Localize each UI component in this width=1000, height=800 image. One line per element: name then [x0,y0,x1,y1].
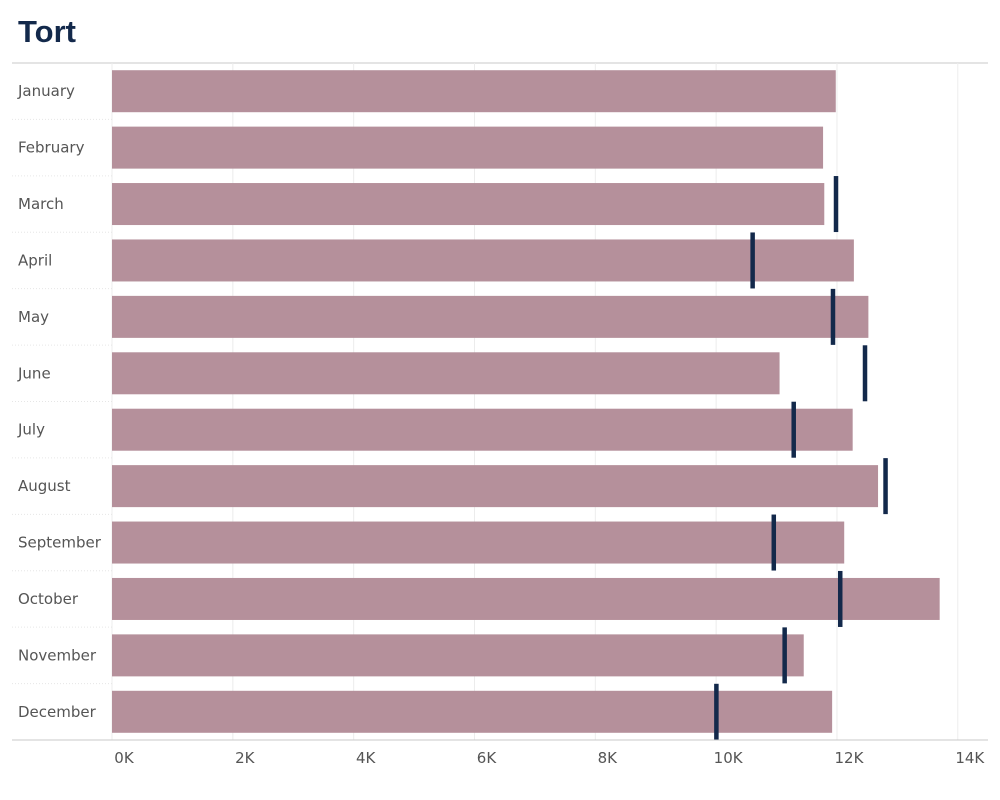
reference-marker-august[interactable] [883,458,888,515]
bar-march[interactable] [112,183,825,226]
category-label-december: December [18,703,97,721]
category-label-february: February [18,139,85,157]
reference-marker-march[interactable] [833,176,839,233]
category-label-june: June [17,364,51,382]
x-tick-label: 0K [114,749,135,767]
chart-title: Tort [18,14,76,49]
bar-may[interactable] [112,295,869,338]
x-tick-label: 6K [477,749,498,767]
reference-marker-may[interactable] [830,288,836,345]
bar-january[interactable] [112,70,836,113]
bar-june[interactable] [112,352,780,395]
reference-marker-april[interactable] [750,232,755,289]
category-label-september: September [18,534,102,552]
category-label-may: May [18,308,49,326]
reference-marker-december[interactable] [714,683,719,740]
x-tick-label: 8K [598,749,619,767]
x-tick-label: 4K [356,749,377,767]
category-label-october: October [18,590,79,608]
bar-september[interactable] [112,521,845,564]
bar-august[interactable] [112,465,879,508]
reference-marker-october[interactable] [837,570,843,627]
bar-november[interactable] [112,634,804,677]
category-label-november: November [18,646,97,664]
reference-marker-june[interactable] [862,345,868,402]
reference-marker-november[interactable] [782,627,787,684]
x-tick-label: 14K [955,749,985,767]
category-label-april: April [18,251,52,269]
category-label-august: August [18,477,71,495]
bar-october[interactable] [112,577,940,620]
bar-july[interactable] [112,408,853,451]
x-tick-label: 2K [235,749,256,767]
reference-marker-september[interactable] [771,514,777,571]
category-label-march: March [18,195,64,213]
x-tick-label: 10K [714,749,744,767]
bar-february[interactable] [112,126,824,169]
bar-december[interactable] [112,690,833,733]
category-label-january: January [17,82,75,100]
reference-marker-july[interactable] [791,401,796,458]
category-label-july: July [17,421,45,439]
x-tick-label: 12K [834,749,864,767]
bar-april[interactable] [112,239,854,282]
